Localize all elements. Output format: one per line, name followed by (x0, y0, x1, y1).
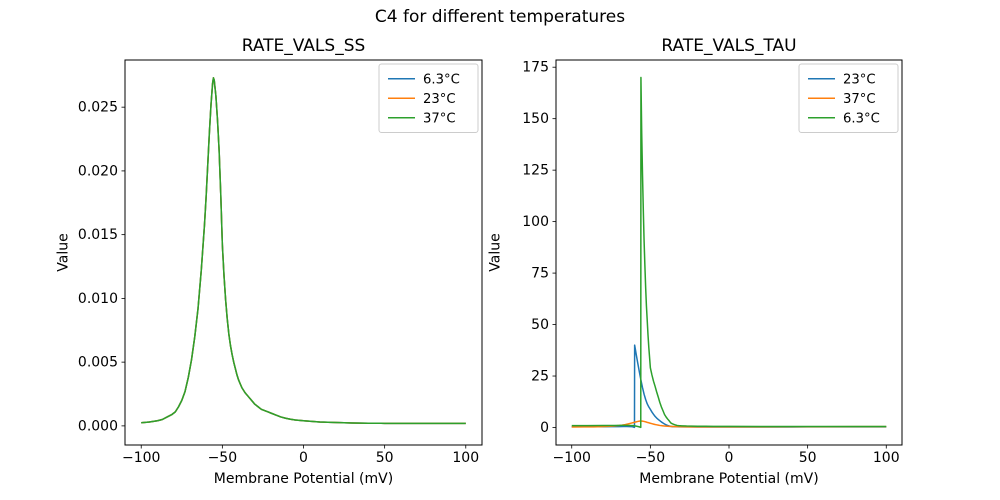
y-tick-label: 0.025 (78, 100, 118, 116)
series-line-6.3°C (571, 76, 887, 429)
y-tick-label: 0.020 (78, 163, 118, 179)
y-tick-label: 0 (540, 420, 549, 436)
y-tick-label: 0.015 (78, 227, 118, 243)
right-chart-x-axis-label: Membrane Potential (mV) (639, 471, 819, 487)
y-tick-label: 0.000 (78, 418, 118, 434)
figure-title: C4 for different temperatures (374, 7, 626, 27)
legend: 6.3°C 23°C 37°C (378, 63, 479, 133)
chart-ss: −100 −50 0 50 100 0.000 0.005 0.010 0.015 0.020 0.… (78, 59, 483, 466)
series-line-37°C (141, 77, 466, 425)
legend-label: 23°C (843, 72, 876, 87)
y-tick-label: 150 (522, 111, 549, 127)
legend-label: 23°C (423, 92, 456, 107)
x-tick-label: −50 (208, 450, 238, 466)
legend-label: 37°C (843, 92, 876, 107)
y-tick-label: 0.010 (78, 291, 118, 307)
series-line-23°C (571, 344, 887, 429)
legend-box (378, 63, 479, 133)
y-tick-label: 100 (522, 214, 549, 230)
y-tick-label: 0.005 (78, 355, 118, 371)
right-chart-title: RATE_VALS_TAU (661, 36, 797, 56)
x-tick-label: 100 (452, 450, 479, 466)
legend-label: 37°C (423, 111, 456, 126)
left-chart-x-axis-label: Membrane Potential (mV) (213, 471, 394, 487)
chart-tau: −100 −50 0 50 100 0 25 50 75 100 125 150 175 23°C 37°C… (522, 59, 903, 466)
y-tick-label: 75 (531, 266, 549, 282)
y-tick-label: 25 (531, 369, 549, 385)
x-tick-label: 0 (299, 450, 308, 466)
legend-box (798, 63, 899, 133)
y-tick-label: 175 (522, 60, 549, 76)
left-chart-title: RATE_VALS_SS (241, 36, 366, 56)
x-tick-label: 100 (873, 450, 900, 466)
x-tick-label: 0 (725, 450, 734, 466)
legend-label: 6.3°C (423, 72, 460, 87)
x-tick-label: 50 (799, 450, 817, 466)
x-tick-label: 50 (376, 450, 394, 466)
legend-label: 6.3°C (843, 111, 880, 126)
x-tick-label: −100 (553, 450, 591, 466)
x-tick-label: −100 (122, 450, 160, 466)
legend: 23°C 37°C 6.3°C (798, 63, 899, 133)
y-tick-label: 50 (531, 317, 549, 333)
y-tick-label: 125 (522, 163, 549, 179)
x-tick-label: −50 (636, 450, 666, 466)
